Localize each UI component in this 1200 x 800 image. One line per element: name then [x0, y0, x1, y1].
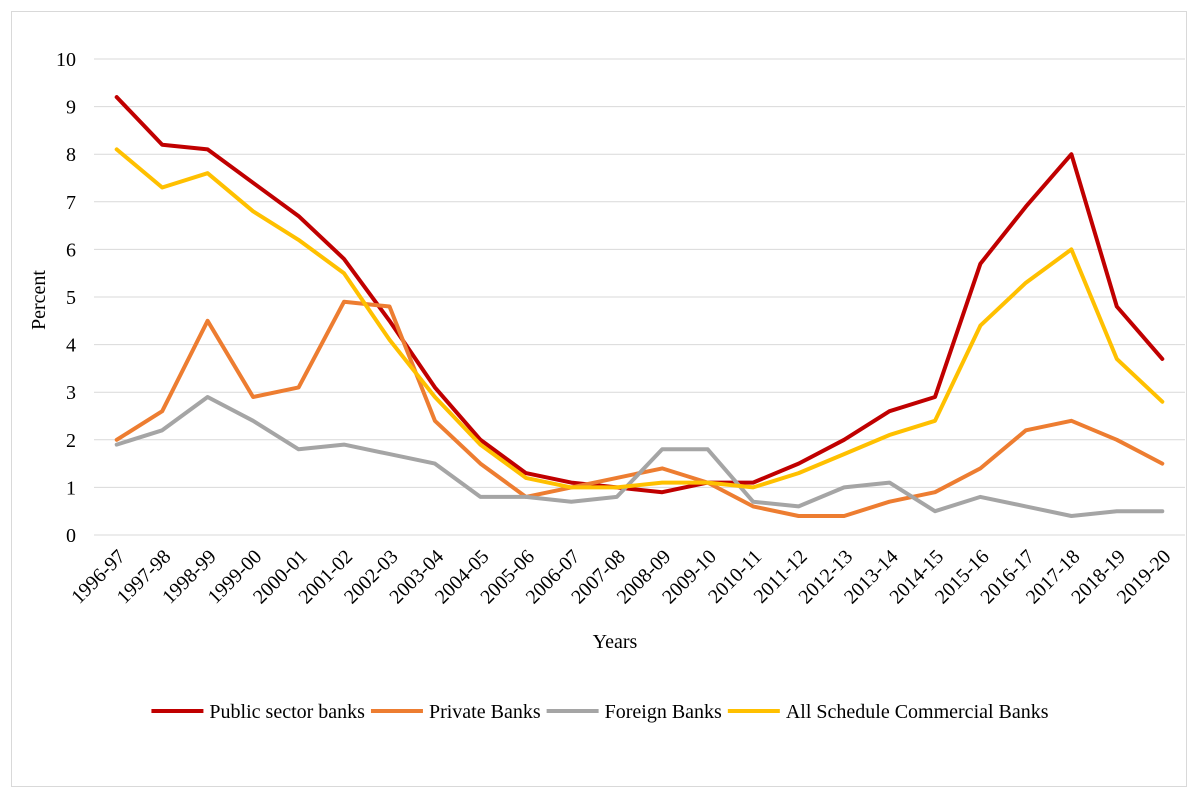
x-axis-title: Years: [593, 631, 638, 653]
y-axis-title: Percent: [28, 270, 50, 330]
y-tick-label: 0: [66, 525, 76, 547]
legend-item: Public sector banks: [151, 701, 365, 723]
y-tick-label: 6: [66, 239, 76, 261]
series-line-foreign-banks: [114, 395, 1165, 518]
y-tick-label: 3: [66, 382, 76, 404]
gridlines: [94, 58, 1185, 536]
legend-label: Private Banks: [429, 701, 541, 723]
series-line-public-sector-banks: [114, 95, 1165, 495]
legend-item: Foreign Banks: [546, 701, 722, 723]
y-tick-label: 10: [56, 49, 76, 71]
x-tick-labels: 1996-971997-981998-991999-002000-012001-…: [67, 546, 1175, 609]
y-tick-label: 1: [66, 477, 76, 499]
y-tick-label: 7: [66, 192, 76, 214]
legend-item: Private Banks: [370, 701, 541, 723]
legend-label: All Schedule Commercial Banks: [786, 701, 1049, 723]
legend-label: Foreign Banks: [605, 701, 722, 723]
y-tick-label: 9: [66, 97, 76, 119]
legend: Public sector banks Private Banks Foreign …: [151, 701, 1049, 723]
y-tick-label: 4: [66, 335, 76, 357]
legend-label: Public sector banks: [209, 701, 365, 723]
y-tick-labels: 0 1 2 3 4 5 6 7 8 9 10: [56, 49, 76, 547]
series-lines: [114, 95, 1165, 518]
series-line-all-schedule-commercial-banks: [114, 147, 1165, 490]
y-tick-label: 2: [66, 430, 76, 452]
y-tick-label: 8: [66, 144, 76, 166]
legend-item: All Schedule Commercial Banks: [727, 701, 1049, 723]
y-tick-label: 5: [66, 287, 76, 309]
